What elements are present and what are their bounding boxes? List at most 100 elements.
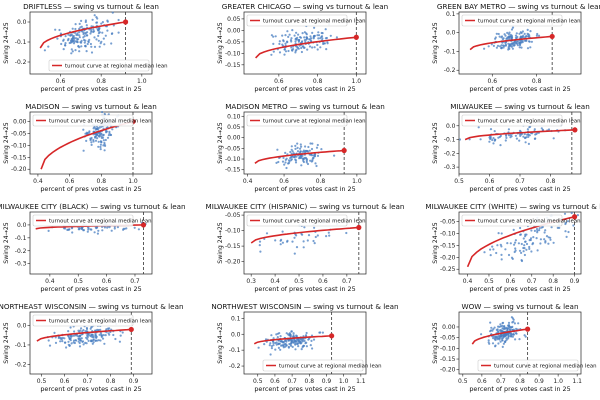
data-point — [292, 48, 295, 51]
data-point — [47, 339, 50, 342]
x-tick-label: 0.6 — [60, 378, 70, 385]
x-axis-label: percent of pres votes cast in 25 — [254, 385, 355, 393]
data-point — [67, 37, 70, 41]
x-tick-label: 0.7 — [287, 378, 297, 385]
data-point — [296, 46, 299, 50]
data-point — [329, 34, 332, 37]
data-point — [294, 49, 297, 52]
data-point — [276, 148, 279, 151]
data-point — [312, 154, 315, 157]
data-point — [274, 341, 277, 345]
data-point — [523, 247, 526, 250]
data-point — [285, 332, 288, 335]
y-tick-label: -0.05 — [440, 219, 456, 226]
x-tick-label: 0.4 — [463, 278, 473, 285]
data-point — [527, 35, 530, 38]
data-point — [279, 335, 282, 338]
panel-title: GREATER CHICAGO — swing vs turnout & lea… — [222, 2, 388, 11]
chart-panel: MILWAUKEE CITY (WHITE) — swing vs turnou… — [425, 202, 600, 293]
data-point — [99, 145, 102, 149]
y-tick-label: 0.0 — [446, 123, 456, 130]
data-point — [102, 133, 105, 136]
data-point — [78, 27, 81, 30]
y-tick-label: -0.3 — [15, 261, 27, 268]
data-point — [281, 34, 284, 37]
data-point — [309, 159, 312, 162]
data-point — [97, 145, 100, 148]
data-point — [293, 34, 296, 37]
data-point — [102, 334, 105, 337]
data-point — [518, 42, 521, 45]
data-point — [497, 232, 500, 235]
y-axis-label: Swing 24→25 — [3, 322, 10, 364]
x-tick-label: 0.4 — [45, 278, 55, 285]
data-point — [100, 135, 103, 138]
data-point — [101, 337, 105, 340]
data-point — [511, 335, 514, 338]
data-point — [518, 139, 521, 142]
data-point — [63, 341, 67, 344]
data-point — [491, 138, 494, 142]
data-point — [77, 228, 80, 231]
data-point — [284, 151, 287, 154]
data-point — [86, 42, 89, 46]
data-point — [492, 137, 495, 140]
data-point — [92, 127, 95, 130]
data-point — [79, 329, 82, 332]
data-point — [565, 235, 568, 238]
data-point — [92, 138, 95, 142]
data-point — [92, 335, 95, 339]
data-point — [88, 130, 91, 133]
x-tick-label: 0.4 — [270, 278, 280, 285]
x-tick-label: 0.8 — [97, 178, 107, 185]
data-point — [99, 140, 102, 143]
data-point — [84, 341, 87, 344]
data-point — [294, 348, 297, 351]
data-point — [493, 336, 496, 339]
data-point — [74, 23, 77, 26]
data-point — [270, 345, 273, 348]
data-point — [100, 22, 103, 25]
data-point — [94, 335, 97, 338]
data-point — [279, 239, 282, 242]
data-point — [259, 250, 262, 253]
data-point — [518, 32, 521, 35]
data-point — [518, 129, 522, 132]
data-point — [298, 157, 301, 160]
y-axis-label: Swing 24→25 — [217, 322, 224, 364]
data-point — [326, 42, 329, 45]
legend: turnout curve at regional median lean — [246, 214, 366, 227]
data-point — [528, 245, 531, 249]
data-point — [286, 41, 289, 44]
data-point — [523, 39, 526, 42]
data-point — [48, 344, 52, 347]
x-tick-label: 1.0 — [553, 378, 563, 385]
curve-endpoint — [341, 147, 347, 154]
y-tick-label: -0.10 — [11, 142, 27, 149]
data-point — [258, 240, 262, 243]
y-tick-label: 0.0 — [446, 30, 456, 37]
data-point — [547, 242, 550, 245]
data-point — [97, 39, 100, 42]
data-point — [89, 334, 92, 337]
y-tick-label: 0.0 — [17, 222, 27, 229]
data-point — [511, 321, 514, 324]
data-point — [290, 155, 293, 159]
panel-title: MADISON METRO — swing vs turnout & lean — [225, 102, 385, 111]
data-point — [78, 36, 81, 39]
data-point — [83, 35, 86, 38]
data-point — [513, 243, 516, 246]
y-tick-label: -0.15 — [225, 62, 241, 69]
data-point — [314, 235, 317, 239]
data-point — [530, 40, 534, 43]
data-point — [489, 128, 493, 131]
y-tick-label: -0.1 — [444, 48, 456, 55]
data-point — [516, 44, 520, 47]
data-point — [283, 339, 287, 342]
data-point — [102, 139, 105, 142]
data-point — [312, 239, 315, 243]
data-point — [90, 339, 93, 342]
data-point — [94, 339, 97, 342]
data-point — [552, 137, 555, 140]
